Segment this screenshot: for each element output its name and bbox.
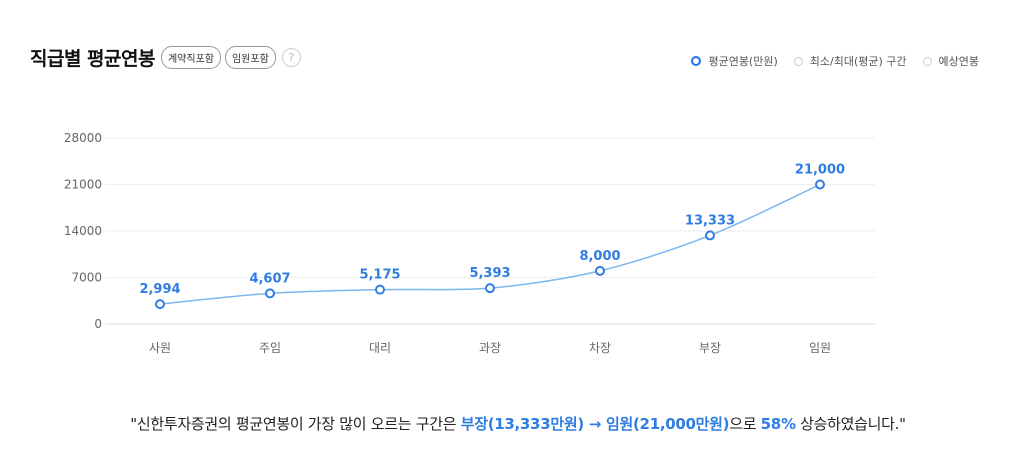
data-label: 21,000 [795,163,845,178]
chart-header: 직급별 평균연봉 계약직포함 임원포함 ? [30,44,301,71]
data-point [485,283,495,294]
salary-line-chart: 0 7000 14000 21000 28000 사원 주임 대리 과장 차장 부장 임원 2,994 4… [64,131,875,355]
chart-legend: 평균연봉(만원) 최소/최대(평균) 구간 예상연봉 [675,53,979,69]
y-tick-label: 28000 [64,131,102,145]
summary-suffix: 상승하였습니다." [795,415,906,433]
chart-title: 직급별 평균연봉 [30,48,155,70]
legend-item-expected-salary[interactable]: 예상연봉 [922,53,979,69]
summary-highlight-percent: 58% [760,415,796,433]
data-label: 2,994 [139,282,180,297]
data-point [155,299,165,310]
y-tick-label: 14000 [64,224,102,238]
data-point [595,265,605,276]
y-tick-label: 21000 [64,178,102,192]
x-tick-label: 대리 [369,341,391,355]
legend-label: 평균연봉(만원) [708,55,778,68]
data-point [705,230,715,241]
legend-label: 최소/최대(평균) 구간 [809,55,907,68]
summary-prefix: "신한투자증권의 평균연봉이 가장 많이 오르는 구간은 [130,415,461,433]
legend-item-average-salary[interactable]: 평균연봉(만원) [691,53,778,69]
legend-item-min-max-range[interactable]: 최소/최대(평균) 구간 [793,53,907,69]
x-tick-label: 주임 [259,341,281,355]
data-point [375,284,385,295]
x-tick-label: 사원 [149,341,171,355]
data-label: 5,175 [359,268,400,283]
legend-marker-icon [922,56,932,66]
data-point [265,288,275,299]
x-tick-label: 임원 [809,341,831,355]
y-tick-label: 0 [94,317,102,331]
legend-label: 예상연봉 [938,55,979,68]
data-point [815,179,825,190]
summary-middle: 으로 [729,415,761,433]
summary-highlight-range: 부장(13,333만원) → 임원(21,000만원) [460,415,730,433]
x-tick-label: 과장 [479,341,501,355]
data-label: 13,333 [685,213,735,228]
summary-text: "신한투자증권의 평균연봉이 가장 많이 오르는 구간은 부장(13,333만원… [0,413,1036,434]
x-tick-label: 차장 [589,341,611,355]
data-label: 5,393 [469,266,510,281]
x-tick-label: 부장 [699,341,721,355]
contract-included-badge[interactable]: 계약직포함 [160,46,221,69]
data-label: 8,000 [579,249,620,264]
data-label: 4,607 [249,271,290,286]
executive-included-badge[interactable]: 임원포함 [224,46,276,69]
legend-marker-icon [691,56,702,66]
y-tick-label: 7000 [71,271,102,285]
legend-marker-icon [793,56,803,66]
help-icon[interactable]: ? [281,48,301,67]
